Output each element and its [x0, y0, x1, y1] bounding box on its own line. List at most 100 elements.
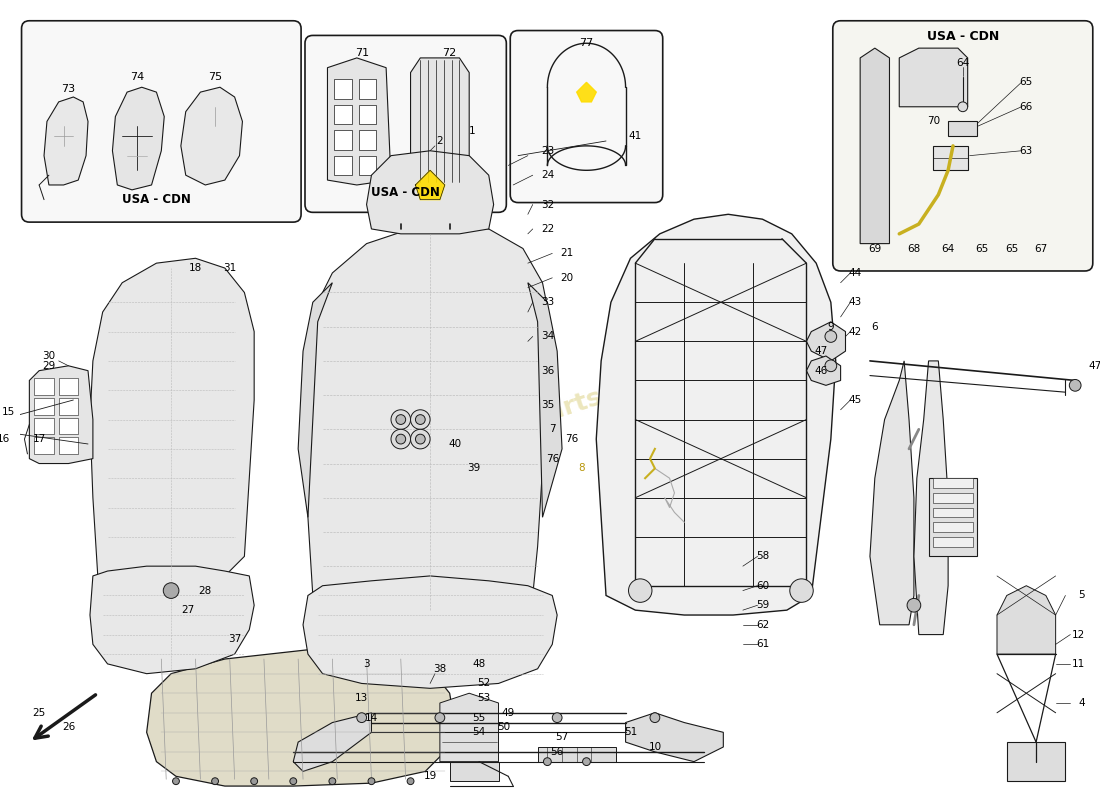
Text: 49: 49 [502, 708, 515, 718]
Bar [58, 437, 78, 454]
Text: 14: 14 [365, 713, 378, 722]
Circle shape [583, 758, 591, 766]
Text: 9: 9 [827, 322, 834, 332]
Polygon shape [934, 146, 968, 170]
Circle shape [251, 778, 257, 785]
Bar [34, 398, 54, 414]
Text: 72: 72 [442, 48, 456, 58]
Text: 4: 4 [1078, 698, 1085, 708]
Text: 21: 21 [560, 248, 573, 258]
Circle shape [396, 434, 406, 444]
Circle shape [416, 434, 426, 444]
Bar [334, 79, 352, 99]
Circle shape [552, 713, 562, 722]
Bar [928, 478, 978, 556]
Text: 26: 26 [62, 722, 75, 733]
Polygon shape [30, 366, 92, 463]
Circle shape [410, 410, 430, 430]
Bar [934, 478, 972, 488]
Text: 20: 20 [560, 273, 573, 283]
FancyBboxPatch shape [510, 30, 662, 202]
Text: 15: 15 [1, 406, 14, 417]
Bar [359, 105, 376, 124]
Text: 43: 43 [848, 298, 862, 307]
Text: 2: 2 [437, 136, 443, 146]
Polygon shape [440, 694, 498, 762]
Polygon shape [596, 214, 836, 615]
Polygon shape [302, 224, 552, 615]
Text: 30: 30 [42, 351, 55, 361]
Text: 73: 73 [62, 84, 76, 94]
Text: 59: 59 [756, 600, 769, 610]
Bar [334, 156, 352, 175]
Bar [359, 130, 376, 150]
Circle shape [650, 713, 660, 722]
Text: 6: 6 [871, 322, 878, 332]
Text: 23: 23 [541, 146, 554, 156]
Polygon shape [302, 576, 558, 688]
Polygon shape [997, 586, 1056, 654]
Circle shape [211, 778, 219, 785]
Text: 3: 3 [363, 659, 370, 669]
Circle shape [1069, 379, 1081, 391]
Text: 66: 66 [1020, 102, 1033, 112]
Polygon shape [416, 170, 444, 200]
Text: 7: 7 [549, 424, 556, 434]
Circle shape [958, 102, 968, 112]
Text: 67: 67 [1034, 243, 1047, 254]
Polygon shape [626, 713, 724, 762]
Circle shape [396, 414, 406, 425]
FancyBboxPatch shape [22, 21, 301, 222]
Bar [538, 747, 616, 762]
Text: 77: 77 [580, 38, 594, 48]
Circle shape [825, 330, 837, 342]
Text: 47: 47 [814, 346, 827, 356]
Polygon shape [914, 361, 948, 634]
Bar [934, 537, 972, 546]
Text: 60: 60 [756, 581, 769, 590]
Text: 74: 74 [130, 73, 144, 82]
Polygon shape [90, 258, 254, 586]
Polygon shape [146, 650, 454, 786]
Bar [934, 507, 972, 518]
Bar [359, 156, 376, 175]
Text: 62: 62 [756, 620, 769, 630]
Text: 22: 22 [541, 224, 554, 234]
Polygon shape [528, 282, 562, 518]
Bar [934, 493, 972, 502]
Text: 47: 47 [1088, 361, 1100, 370]
Text: 40: 40 [448, 439, 461, 449]
Text: 11: 11 [1071, 659, 1085, 669]
Text: 17: 17 [33, 434, 46, 444]
Circle shape [825, 360, 837, 372]
Circle shape [390, 410, 410, 430]
Circle shape [368, 778, 375, 785]
Circle shape [407, 778, 414, 785]
Bar [58, 398, 78, 414]
Text: 28: 28 [199, 586, 212, 595]
Polygon shape [450, 762, 498, 781]
Circle shape [543, 758, 551, 766]
Text: USA - CDN: USA - CDN [122, 193, 191, 206]
Text: 50: 50 [497, 722, 510, 733]
Text: USA - CDN: USA - CDN [926, 30, 999, 43]
Text: 24: 24 [541, 170, 554, 180]
Text: 56: 56 [550, 747, 564, 757]
Text: 71: 71 [354, 48, 368, 58]
Text: 31: 31 [223, 263, 236, 273]
Polygon shape [900, 48, 968, 106]
Text: 10: 10 [648, 742, 661, 752]
Circle shape [289, 778, 297, 785]
Circle shape [416, 414, 426, 425]
Text: 69: 69 [868, 243, 881, 254]
Circle shape [173, 778, 179, 785]
Text: passionforparts.com: passionforparts.com [386, 363, 670, 476]
Circle shape [628, 579, 652, 602]
Text: 42: 42 [848, 326, 862, 337]
FancyBboxPatch shape [305, 35, 506, 212]
Bar [34, 418, 54, 434]
Text: 65: 65 [976, 243, 989, 254]
Text: 45: 45 [848, 395, 862, 405]
Text: 16: 16 [0, 434, 10, 444]
Text: 55: 55 [472, 713, 485, 722]
